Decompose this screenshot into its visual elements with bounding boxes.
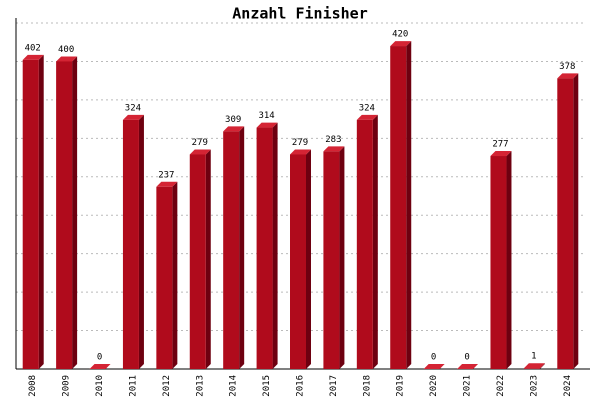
bar bbox=[523, 363, 545, 369]
x-tick-label: 2010 bbox=[95, 375, 105, 397]
bar bbox=[56, 56, 78, 369]
data-label: 277 bbox=[492, 140, 508, 150]
data-label: 0 bbox=[97, 353, 102, 363]
x-tick-label: 2023 bbox=[529, 375, 539, 397]
bar bbox=[89, 364, 111, 369]
data-label: 324 bbox=[125, 103, 141, 113]
data-label: 324 bbox=[359, 103, 375, 113]
bar bbox=[323, 146, 345, 369]
bar bbox=[490, 151, 512, 369]
x-tick-label: 2012 bbox=[162, 375, 172, 397]
chart-title: Anzahl Finisher bbox=[232, 5, 367, 23]
x-tick-label: 2013 bbox=[195, 375, 205, 397]
x-tick-label: 2019 bbox=[396, 375, 406, 397]
bar bbox=[290, 149, 311, 369]
data-label: 279 bbox=[292, 138, 308, 148]
bar bbox=[22, 54, 44, 369]
bar bbox=[390, 41, 412, 370]
bar bbox=[557, 73, 579, 370]
x-tick-label: 2015 bbox=[262, 375, 272, 397]
bar bbox=[356, 114, 378, 369]
bar bbox=[122, 114, 144, 369]
data-label: 279 bbox=[192, 138, 208, 148]
data-label: 420 bbox=[392, 30, 408, 40]
data-label: 378 bbox=[559, 62, 575, 72]
x-tick-label: 2009 bbox=[62, 375, 72, 397]
data-label: 314 bbox=[258, 111, 274, 121]
x-tick-label: 2016 bbox=[296, 375, 306, 397]
x-tick-label: 2014 bbox=[229, 375, 239, 397]
data-label: 402 bbox=[25, 43, 41, 53]
x-tick-label: 2020 bbox=[429, 375, 439, 397]
bar bbox=[423, 364, 445, 369]
bar bbox=[189, 149, 211, 369]
x-tick-label: 2011 bbox=[128, 375, 138, 397]
x-tick-label: 2021 bbox=[463, 375, 473, 397]
data-label: 0 bbox=[464, 353, 469, 363]
bar bbox=[457, 364, 479, 369]
x-tick-label: 2017 bbox=[329, 375, 339, 397]
x-tick-label: 2008 bbox=[28, 375, 38, 397]
x-tick-label: 2018 bbox=[362, 375, 372, 397]
bar bbox=[156, 181, 178, 369]
data-label: 309 bbox=[225, 115, 241, 125]
x-tick-label: 2022 bbox=[496, 375, 506, 397]
bar bbox=[256, 122, 278, 370]
data-label: 400 bbox=[58, 45, 74, 55]
data-label: 283 bbox=[325, 135, 341, 145]
data-label: 237 bbox=[158, 170, 174, 180]
bar bbox=[223, 126, 245, 369]
data-label: 0 bbox=[431, 353, 436, 363]
x-tick-label: 2024 bbox=[563, 375, 573, 397]
data-label: 1 bbox=[531, 352, 536, 362]
